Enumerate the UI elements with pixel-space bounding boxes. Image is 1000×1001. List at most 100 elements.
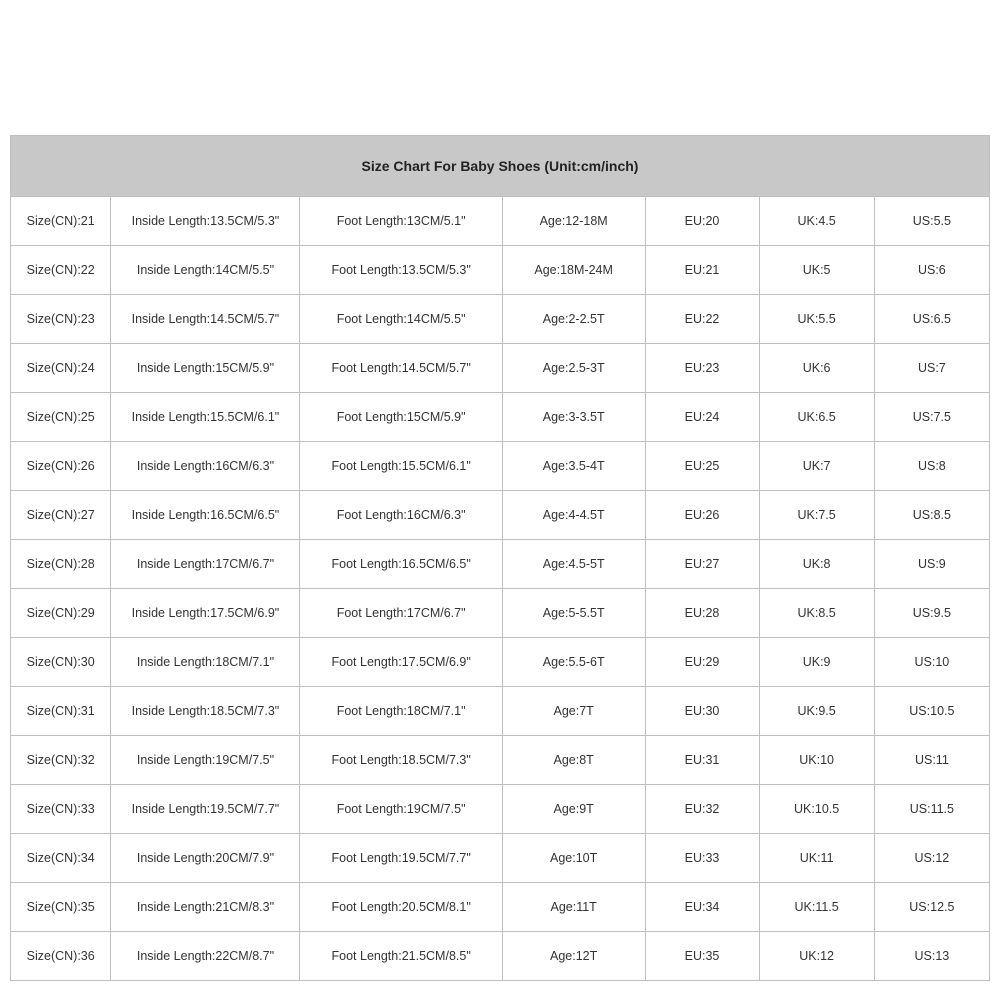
inside-length-cell: Inside Length:18.5CM/7.3" bbox=[111, 687, 300, 736]
table-row: Size(CN):28Inside Length:17CM/6.7"Foot L… bbox=[11, 540, 990, 589]
us-cell: US:11 bbox=[874, 736, 989, 785]
uk-cell: UK:9 bbox=[759, 638, 874, 687]
table-row: Size(CN):22Inside Length:14CM/5.5"Foot L… bbox=[11, 246, 990, 295]
inside-length-cell: Inside Length:17.5CM/6.9" bbox=[111, 589, 300, 638]
size-cn-cell: Size(CN):30 bbox=[11, 638, 111, 687]
size-cn-cell: Size(CN):34 bbox=[11, 834, 111, 883]
uk-cell: UK:10 bbox=[759, 736, 874, 785]
size-cn-cell: Size(CN):31 bbox=[11, 687, 111, 736]
inside-length-cell: Inside Length:16.5CM/6.5" bbox=[111, 491, 300, 540]
age-cell: Age:9T bbox=[502, 785, 645, 834]
foot-length-cell: Foot Length:14CM/5.5" bbox=[300, 295, 502, 344]
table-row: Size(CN):23Inside Length:14.5CM/5.7"Foot… bbox=[11, 295, 990, 344]
foot-length-cell: Foot Length:19.5CM/7.7" bbox=[300, 834, 502, 883]
age-cell: Age:7T bbox=[502, 687, 645, 736]
size-cn-cell: Size(CN):33 bbox=[11, 785, 111, 834]
size-cn-cell: Size(CN):29 bbox=[11, 589, 111, 638]
uk-cell: UK:11 bbox=[759, 834, 874, 883]
eu-cell: EU:34 bbox=[645, 883, 759, 932]
foot-length-cell: Foot Length:17CM/6.7" bbox=[300, 589, 502, 638]
table-row: Size(CN):33Inside Length:19.5CM/7.7"Foot… bbox=[11, 785, 990, 834]
table-row: Size(CN):29Inside Length:17.5CM/6.9"Foot… bbox=[11, 589, 990, 638]
inside-length-cell: Inside Length:13.5CM/5.3" bbox=[111, 197, 300, 246]
size-cn-cell: Size(CN):35 bbox=[11, 883, 111, 932]
size-cn-cell: Size(CN):27 bbox=[11, 491, 111, 540]
table-row: Size(CN):21Inside Length:13.5CM/5.3"Foot… bbox=[11, 197, 990, 246]
uk-cell: UK:7 bbox=[759, 442, 874, 491]
inside-length-cell: Inside Length:16CM/6.3" bbox=[111, 442, 300, 491]
uk-cell: UK:9.5 bbox=[759, 687, 874, 736]
uk-cell: UK:5.5 bbox=[759, 295, 874, 344]
uk-cell: UK:5 bbox=[759, 246, 874, 295]
uk-cell: UK:4.5 bbox=[759, 197, 874, 246]
uk-cell: UK:8 bbox=[759, 540, 874, 589]
chart-body: Size(CN):21Inside Length:13.5CM/5.3"Foot… bbox=[11, 197, 990, 981]
foot-length-cell: Foot Length:19CM/7.5" bbox=[300, 785, 502, 834]
inside-length-cell: Inside Length:15CM/5.9" bbox=[111, 344, 300, 393]
us-cell: US:13 bbox=[874, 932, 989, 981]
uk-cell: UK:6.5 bbox=[759, 393, 874, 442]
us-cell: US:11.5 bbox=[874, 785, 989, 834]
eu-cell: EU:21 bbox=[645, 246, 759, 295]
size-cn-cell: Size(CN):36 bbox=[11, 932, 111, 981]
us-cell: US:12.5 bbox=[874, 883, 989, 932]
eu-cell: EU:26 bbox=[645, 491, 759, 540]
eu-cell: EU:31 bbox=[645, 736, 759, 785]
eu-cell: EU:27 bbox=[645, 540, 759, 589]
size-cn-cell: Size(CN):22 bbox=[11, 246, 111, 295]
age-cell: Age:4.5-5T bbox=[502, 540, 645, 589]
us-cell: US:5.5 bbox=[874, 197, 989, 246]
inside-length-cell: Inside Length:21CM/8.3" bbox=[111, 883, 300, 932]
uk-cell: UK:7.5 bbox=[759, 491, 874, 540]
age-cell: Age:18M-24M bbox=[502, 246, 645, 295]
eu-cell: EU:35 bbox=[645, 932, 759, 981]
age-cell: Age:5-5.5T bbox=[502, 589, 645, 638]
inside-length-cell: Inside Length:22CM/8.7" bbox=[111, 932, 300, 981]
inside-length-cell: Inside Length:18CM/7.1" bbox=[111, 638, 300, 687]
eu-cell: EU:29 bbox=[645, 638, 759, 687]
size-cn-cell: Size(CN):26 bbox=[11, 442, 111, 491]
inside-length-cell: Inside Length:17CM/6.7" bbox=[111, 540, 300, 589]
age-cell: Age:8T bbox=[502, 736, 645, 785]
foot-length-cell: Foot Length:18CM/7.1" bbox=[300, 687, 502, 736]
eu-cell: EU:28 bbox=[645, 589, 759, 638]
inside-length-cell: Inside Length:19CM/7.5" bbox=[111, 736, 300, 785]
us-cell: US:10.5 bbox=[874, 687, 989, 736]
size-cn-cell: Size(CN):28 bbox=[11, 540, 111, 589]
us-cell: US:12 bbox=[874, 834, 989, 883]
table-row: Size(CN):24Inside Length:15CM/5.9"Foot L… bbox=[11, 344, 990, 393]
foot-length-cell: Foot Length:14.5CM/5.7" bbox=[300, 344, 502, 393]
table-row: Size(CN):32Inside Length:19CM/7.5"Foot L… bbox=[11, 736, 990, 785]
size-cn-cell: Size(CN):32 bbox=[11, 736, 111, 785]
foot-length-cell: Foot Length:15.5CM/6.1" bbox=[300, 442, 502, 491]
inside-length-cell: Inside Length:20CM/7.9" bbox=[111, 834, 300, 883]
foot-length-cell: Foot Length:20.5CM/8.1" bbox=[300, 883, 502, 932]
us-cell: US:7.5 bbox=[874, 393, 989, 442]
foot-length-cell: Foot Length:16.5CM/6.5" bbox=[300, 540, 502, 589]
us-cell: US:6 bbox=[874, 246, 989, 295]
inside-length-cell: Inside Length:14.5CM/5.7" bbox=[111, 295, 300, 344]
foot-length-cell: Foot Length:13.5CM/5.3" bbox=[300, 246, 502, 295]
age-cell: Age:4-4.5T bbox=[502, 491, 645, 540]
chart-title: Size Chart For Baby Shoes (Unit:cm/inch) bbox=[11, 136, 990, 197]
age-cell: Age:2.5-3T bbox=[502, 344, 645, 393]
us-cell: US:8 bbox=[874, 442, 989, 491]
us-cell: US:6.5 bbox=[874, 295, 989, 344]
size-cn-cell: Size(CN):24 bbox=[11, 344, 111, 393]
age-cell: Age:10T bbox=[502, 834, 645, 883]
us-cell: US:9.5 bbox=[874, 589, 989, 638]
table-row: Size(CN):36Inside Length:22CM/8.7"Foot L… bbox=[11, 932, 990, 981]
age-cell: Age:3.5-4T bbox=[502, 442, 645, 491]
table-row: Size(CN):25Inside Length:15.5CM/6.1"Foot… bbox=[11, 393, 990, 442]
size-cn-cell: Size(CN):23 bbox=[11, 295, 111, 344]
eu-cell: EU:22 bbox=[645, 295, 759, 344]
table-row: Size(CN):26Inside Length:16CM/6.3"Foot L… bbox=[11, 442, 990, 491]
age-cell: Age:12T bbox=[502, 932, 645, 981]
eu-cell: EU:33 bbox=[645, 834, 759, 883]
foot-length-cell: Foot Length:21.5CM/8.5" bbox=[300, 932, 502, 981]
uk-cell: UK:11.5 bbox=[759, 883, 874, 932]
foot-length-cell: Foot Length:18.5CM/7.3" bbox=[300, 736, 502, 785]
uk-cell: UK:8.5 bbox=[759, 589, 874, 638]
eu-cell: EU:20 bbox=[645, 197, 759, 246]
us-cell: US:10 bbox=[874, 638, 989, 687]
